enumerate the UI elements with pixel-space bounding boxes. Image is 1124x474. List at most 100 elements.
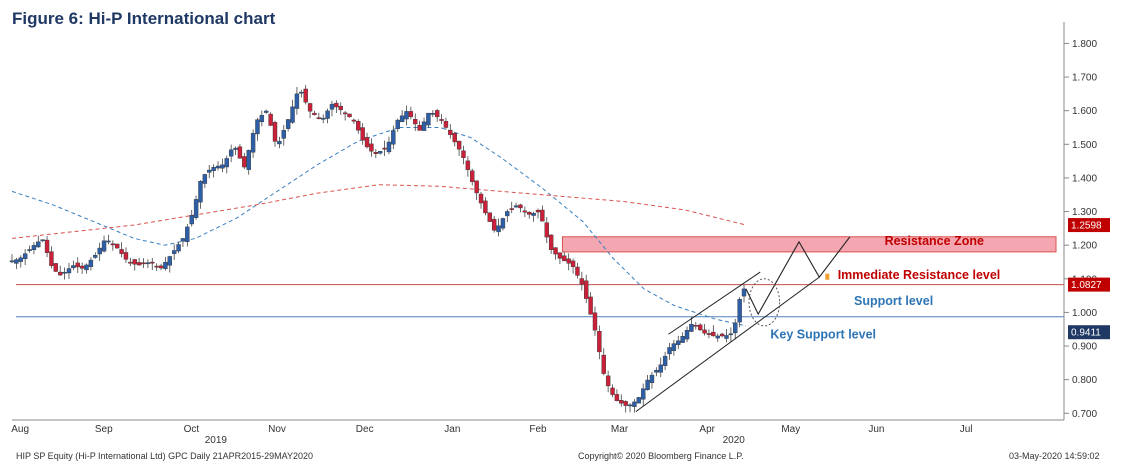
candle-body [167,256,173,266]
candle-body [627,404,633,407]
candle-body [299,91,304,94]
x-month-label: Apr [699,424,715,435]
y-tick-label: 1.000 [1072,308,1097,319]
footer-center: Copyright© 2020 Bloomberg Finance L.P. [578,451,744,461]
candle-body [443,121,449,128]
figure-title: Figure 6: Hi-P International chart [12,9,276,28]
candle-body [579,278,585,285]
candle-body [128,261,133,264]
candle-body [75,262,80,268]
candle-body [413,119,418,125]
candle-body [360,127,365,141]
candle-body [303,88,308,103]
candle-body [505,211,510,217]
candle-body [439,119,444,121]
candle-body [373,152,379,154]
candle-body [733,322,738,334]
price-badge [1068,218,1110,233]
candle-body [228,149,234,157]
candle-body [509,208,514,210]
footer-left: HIP SP Equity (Hi-P International Ltd) G… [16,451,313,461]
candle-body [496,225,501,233]
x-month-label: Sep [95,424,113,435]
price-badge-label: 0.9411 [1071,328,1101,339]
candle-body [601,354,606,374]
candle-body [684,330,690,340]
candle-body [281,130,286,139]
candle-body [614,394,620,401]
candle-body [27,249,32,251]
candle-body [395,119,400,129]
candle-body [693,324,698,327]
candle-body [18,257,23,262]
candle-body [233,147,238,150]
candle-body [97,247,102,255]
x-month-label: Dec [356,424,374,435]
candle-body [491,218,497,231]
channel-upper-line [668,271,761,335]
candle-body [527,211,532,215]
candle-body [737,299,742,323]
marker-icon [825,273,830,280]
candle-body [185,226,190,242]
x-month-label: May [781,424,800,435]
candle-body [562,255,567,262]
candle-body [531,213,536,216]
channel-lower-line [635,276,820,412]
candle-body [123,252,129,260]
candle-body [101,240,107,252]
candle-body [570,260,576,267]
candle-body [119,249,124,254]
x-month-label: Jan [444,424,460,435]
candle-body [706,333,712,335]
candle-body [189,215,194,225]
candle-body [132,259,137,265]
candle-body [566,258,571,264]
candle-body [724,335,729,339]
candle-body [474,180,479,194]
candle-body [741,288,747,297]
y-tick-label: 0.800 [1072,375,1097,386]
candle-body [548,234,554,250]
candle-body [404,111,409,120]
candle-body [553,247,558,255]
candle-body [623,401,628,406]
candle-body [49,251,54,266]
candle-body [676,340,681,345]
candle-body [224,158,229,168]
candle-body [588,296,593,315]
candle-body [636,397,642,404]
candle-body [246,149,251,170]
footer-right: 03-May-2020 14:59:02 [1009,451,1100,461]
candle-body [316,117,322,119]
candle-body [434,110,440,118]
candle-body [307,103,313,112]
candle-body [136,262,142,266]
annotation-label: Support level [854,294,933,308]
candle-body [211,167,216,171]
candle-body [399,115,405,123]
candle-body [250,133,256,153]
candle-body [264,110,269,113]
candle-body [645,379,650,391]
x-month-label: Oct [184,424,200,435]
y-tick-label: 1.200 [1072,241,1097,252]
candle-body [540,209,545,222]
candle-body [176,244,181,252]
candle-body [14,259,19,264]
candle-body [71,265,76,269]
candle-body [342,112,348,115]
candle-body [461,150,466,158]
candle-body [702,329,707,334]
price-badge-label: 1.2598 [1071,221,1102,232]
candle-body [84,264,89,271]
candle-body [347,113,352,118]
candle-body [448,129,453,135]
x-month-label: Aug [11,424,29,435]
candle-body [421,121,427,131]
candle-body [386,141,392,153]
candle-body [605,375,611,387]
candle-body [110,243,116,246]
candle-body [649,374,655,383]
